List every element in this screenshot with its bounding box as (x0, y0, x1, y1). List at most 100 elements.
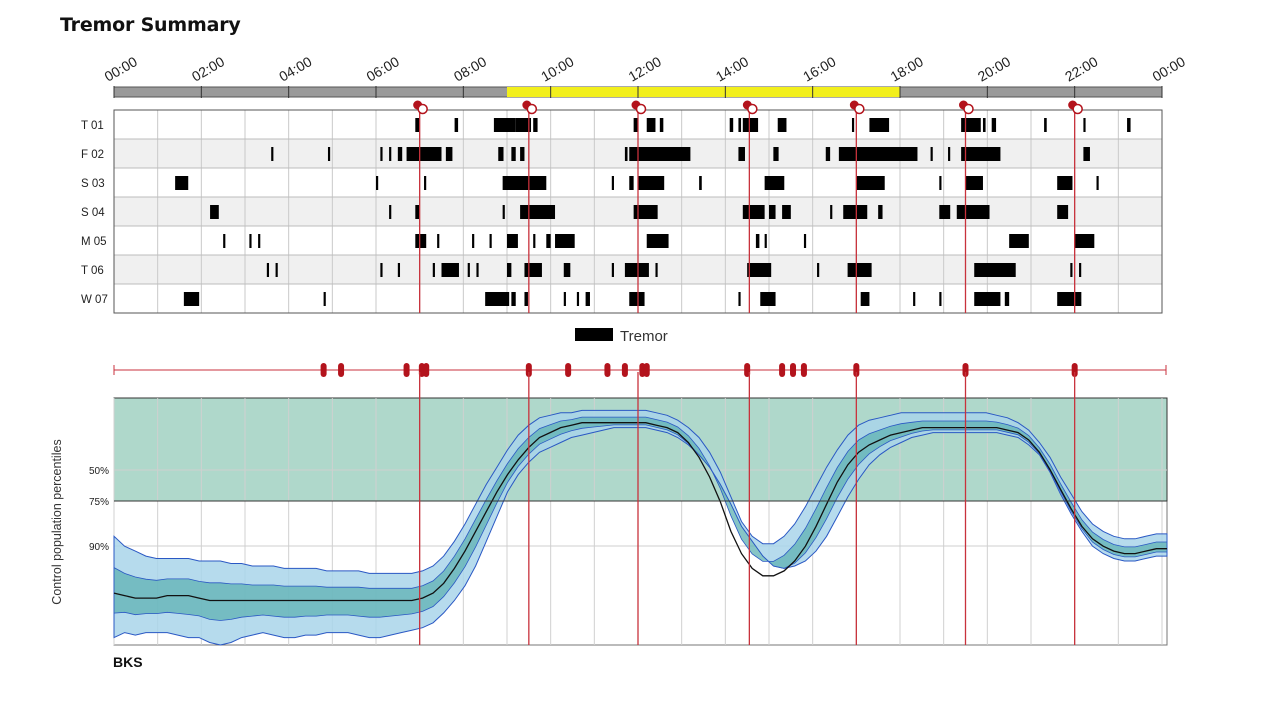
tremor-event (939, 292, 942, 306)
dose-marker-open (526, 103, 538, 115)
tremor-event (472, 234, 475, 248)
tremor-event (546, 234, 551, 248)
tremor-event (817, 263, 820, 277)
tremor-event (755, 234, 760, 248)
tremor-event (856, 176, 885, 190)
percentile-tick-label: 75% (89, 497, 109, 508)
tremor-event (266, 263, 270, 277)
tremor-event (511, 147, 516, 161)
tremor-event (533, 118, 538, 132)
event-marker (962, 363, 969, 377)
tremor-event (323, 292, 326, 306)
tremor-event (1044, 118, 1047, 132)
tremor-event (760, 292, 776, 306)
y-axis-label: Control population percentiles (50, 439, 64, 604)
tremor-event (389, 205, 392, 219)
tremor-event (869, 118, 890, 132)
tremor-event (974, 263, 1016, 277)
tremor-event (1070, 263, 1073, 277)
tremor-event (1079, 263, 1082, 277)
tremor-event (1057, 205, 1069, 219)
percentile-area-chart: 50% 75% 90% (89, 372, 1168, 646)
tremor-event (223, 234, 226, 248)
tremor-event (437, 234, 440, 248)
tremor-event (507, 234, 518, 248)
tremor-event (406, 147, 442, 161)
tremor-event (646, 118, 656, 132)
event-marker (800, 363, 807, 377)
tremor-event (847, 263, 872, 277)
event-marker (604, 363, 611, 377)
tremor-event (747, 263, 772, 277)
tremor-event (445, 147, 453, 161)
tremor-event (629, 292, 645, 306)
tremor-event (965, 176, 983, 190)
dose-marker-open (1072, 103, 1083, 115)
tremor-event (249, 234, 252, 248)
tremor-event (939, 176, 942, 190)
time-tick-label: 00:00 (1150, 53, 1189, 84)
event-marker (853, 363, 860, 377)
tremor-event (441, 263, 459, 277)
tremor-event (1127, 118, 1131, 132)
time-tick-label: 06:00 (364, 53, 403, 84)
tremor-event (838, 147, 916, 161)
time-tick-label: 16:00 (800, 53, 839, 84)
tremor-event (563, 263, 571, 277)
tremor-event (502, 176, 547, 190)
tremor-event (939, 205, 951, 219)
event-marker (790, 363, 797, 377)
tremor-event (1074, 292, 1082, 306)
tremor-event (1074, 234, 1095, 248)
dose-marker-open (963, 103, 974, 115)
tremor-event (699, 176, 702, 190)
tremor-event (327, 147, 331, 161)
event-marker (779, 363, 786, 377)
tremor-event (524, 263, 542, 277)
percentile-tick-label: 90% (89, 542, 109, 553)
tremor-event (991, 118, 997, 132)
tremor-event (629, 176, 634, 190)
dose-marker-open (747, 103, 758, 115)
tremor-event (638, 176, 665, 190)
tremor-event (175, 176, 189, 190)
event-marker (621, 363, 628, 377)
tremor-event (738, 118, 742, 132)
percentile-tick-label: 50% (89, 466, 109, 477)
dose-marker-open (417, 103, 428, 115)
tremor-event (646, 234, 669, 248)
tremor-event (585, 292, 590, 306)
patient-median-line (113, 422, 1167, 602)
tremor-event (948, 147, 951, 161)
page-title: Tremor Summary (60, 14, 241, 36)
event-marker (744, 363, 751, 377)
tremor-event (376, 176, 379, 190)
tremor-grid: T 01 F 02 S 03 S 04 M 05 T 06 W 07 (81, 100, 1163, 314)
tremor-event (1083, 118, 1086, 132)
daytime-bar (507, 87, 900, 97)
tremor-event (1096, 176, 1099, 190)
tremor-event (773, 147, 779, 161)
tremor-event (777, 118, 787, 132)
event-marker (320, 363, 327, 377)
tremor-event (389, 147, 392, 161)
time-tick-label: 18:00 (888, 53, 927, 84)
tremor-event (782, 205, 791, 219)
row-label: S 04 (81, 207, 105, 219)
time-tick-label: 08:00 (451, 53, 490, 84)
patient-outer-band (113, 409, 1168, 646)
tremor-event (659, 118, 664, 132)
tremor-event (769, 205, 776, 219)
tremor-event (515, 118, 532, 132)
tremor-event (380, 147, 383, 161)
tremor-event (851, 118, 855, 132)
tremor-event (380, 263, 383, 277)
dose-marker-open (854, 103, 865, 115)
tremor-event (415, 234, 427, 248)
tremor-event (271, 147, 274, 161)
legend-swatch-tremor (575, 328, 613, 341)
tremor-event (738, 292, 741, 306)
tremor-event (633, 205, 658, 219)
time-tick-label: 22:00 (1062, 53, 1101, 84)
tremor-event (432, 263, 435, 277)
